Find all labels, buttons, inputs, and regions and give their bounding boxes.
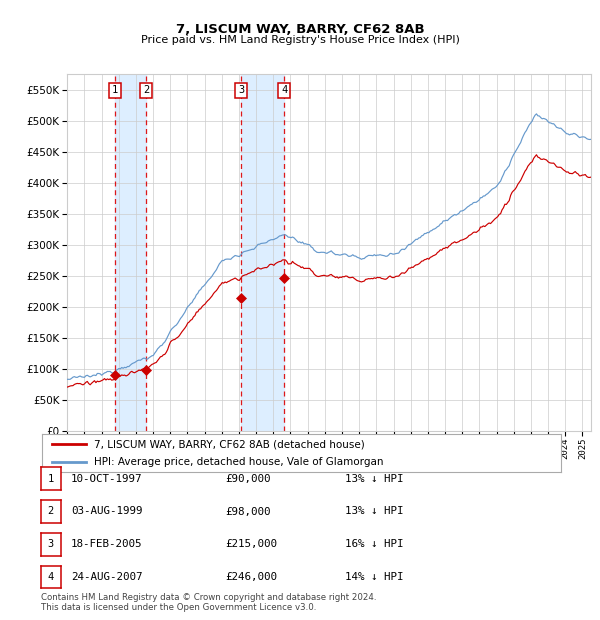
Text: £215,000: £215,000: [225, 539, 277, 549]
Text: 3: 3: [47, 539, 54, 549]
Text: £246,000: £246,000: [225, 572, 277, 582]
Text: £90,000: £90,000: [225, 474, 271, 484]
Text: 4: 4: [281, 86, 287, 95]
Bar: [115, 74, 146, 431]
Text: 7, LISCUM WAY, BARRY, CF62 8AB (detached house): 7, LISCUM WAY, BARRY, CF62 8AB (detached…: [94, 440, 365, 450]
Text: HPI: Average price, detached house, Vale of Glamorgan: HPI: Average price, detached house, Vale…: [94, 457, 383, 467]
Text: 3: 3: [238, 86, 244, 95]
Text: 10-OCT-1997: 10-OCT-1997: [71, 474, 142, 484]
Text: 14% ↓ HPI: 14% ↓ HPI: [345, 572, 404, 582]
Text: 1: 1: [47, 474, 54, 484]
Text: 03-AUG-1999: 03-AUG-1999: [71, 507, 142, 516]
Text: 2: 2: [47, 507, 54, 516]
Bar: [241, 74, 284, 431]
Text: Contains HM Land Registry data © Crown copyright and database right 2024.
This d: Contains HM Land Registry data © Crown c…: [41, 593, 376, 612]
Text: 13% ↓ HPI: 13% ↓ HPI: [345, 507, 404, 516]
Text: 4: 4: [47, 572, 54, 582]
Text: Price paid vs. HM Land Registry's House Price Index (HPI): Price paid vs. HM Land Registry's House …: [140, 35, 460, 45]
Text: 13% ↓ HPI: 13% ↓ HPI: [345, 474, 404, 484]
Text: 1: 1: [112, 86, 118, 95]
Text: 24-AUG-2007: 24-AUG-2007: [71, 572, 142, 582]
Text: 2: 2: [143, 86, 149, 95]
Text: 7, LISCUM WAY, BARRY, CF62 8AB: 7, LISCUM WAY, BARRY, CF62 8AB: [176, 23, 424, 36]
Text: 18-FEB-2005: 18-FEB-2005: [71, 539, 142, 549]
Text: 16% ↓ HPI: 16% ↓ HPI: [345, 539, 404, 549]
Text: £98,000: £98,000: [225, 507, 271, 516]
